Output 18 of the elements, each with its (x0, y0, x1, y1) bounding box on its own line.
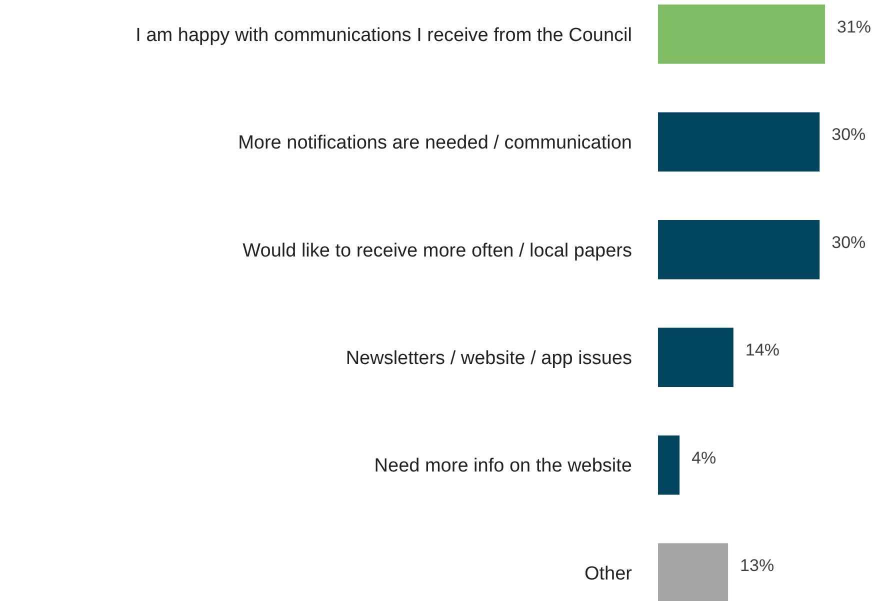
data-label: 30% (832, 232, 866, 252)
data-label: 13% (740, 556, 774, 576)
bar (658, 112, 820, 172)
bar (658, 220, 820, 280)
y-tick-label: I am happy with communications I receive from the Council (136, 24, 632, 46)
y-tick-label: Newsletters / website / app issues (346, 348, 632, 370)
bar (658, 4, 825, 64)
bar (658, 435, 680, 495)
y-tick-label: Need more info on the website (374, 456, 632, 477)
data-label: 14% (745, 340, 780, 360)
data-label: 30% (832, 125, 866, 144)
bar (658, 328, 734, 387)
data-label: 4% (692, 448, 716, 468)
y-tick-label: Would like to receive more often / local papers (242, 240, 632, 262)
y-tick-label: More notifications are needed / communication (238, 132, 632, 154)
data-label: 31% (837, 17, 872, 36)
y-tick-label: Other (584, 563, 633, 584)
bar (658, 543, 728, 601)
